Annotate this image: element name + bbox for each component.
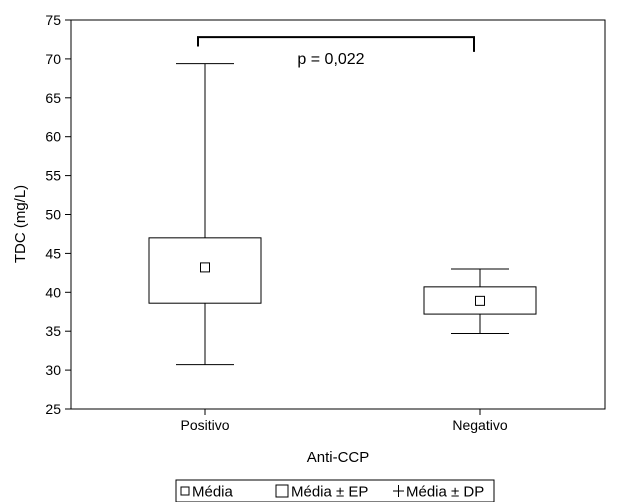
plot-frame [70,19,606,410]
plot-area-border [70,19,606,410]
legend-label: Média ± DP [406,484,484,501]
y-tick-label: 40 [45,284,61,300]
y-tick-label: 60 [45,129,61,145]
significance-bracket [197,36,475,52]
x-tick-label: Negativo [452,417,507,433]
y-tick-label: 65 [45,90,61,106]
mean-marker [200,262,210,273]
significance-annotation: p = 0,022 [197,36,475,68]
legend-box [175,479,495,502]
y-tick-label: 45 [45,245,61,261]
legend-se-icon [275,484,289,498]
y-tick-label: 50 [45,207,61,223]
legend: Média Média ± EP Média ± DP [175,479,495,502]
y-tick-label: 55 [45,168,61,184]
y-tick-label: 30 [45,362,61,378]
box-series [148,63,537,366]
mean-marker [475,295,485,306]
x-axis-ticks: Positivo Negativo [180,409,508,433]
y-axis-ticks: 25 30 35 40 45 50 55 60 65 70 75 [45,12,71,417]
legend-label: Média ± EP [291,484,368,501]
y-tick-label: 75 [45,12,61,28]
y-tick-label: 35 [45,323,61,339]
x-axis-title: Anti-CCP [307,449,370,466]
legend-mean-icon [180,486,190,496]
y-axis-title: TDC (mg/L) [12,185,29,263]
annotation-text: p = 0,022 [297,51,364,68]
x-tick-label: Positivo [180,417,229,433]
y-tick-label: 70 [45,51,61,67]
y-tick-label: 25 [45,401,61,417]
legend-label: Média [192,484,234,501]
